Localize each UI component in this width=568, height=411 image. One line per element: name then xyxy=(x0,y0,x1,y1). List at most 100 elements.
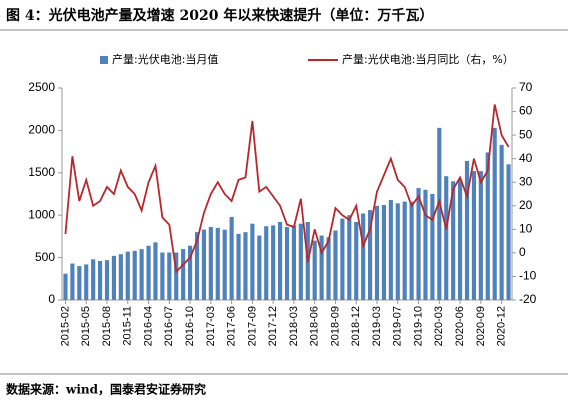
y2-tick-label: 70 xyxy=(519,80,533,94)
bar xyxy=(464,160,470,300)
bar xyxy=(118,254,123,300)
bar xyxy=(485,152,490,300)
bar xyxy=(188,245,193,300)
x-tick-label: 2020-03 xyxy=(433,306,445,346)
x-tick-label: 2017-09 xyxy=(246,306,258,346)
y-tick-label: 500 xyxy=(35,250,55,264)
y-tick-label: 1000 xyxy=(28,207,55,221)
x-tick-label: 2018-09 xyxy=(329,306,341,346)
y-tick-label: 2500 xyxy=(28,80,55,94)
bar xyxy=(222,229,227,300)
bar xyxy=(284,227,290,300)
bar xyxy=(167,252,172,300)
y-tick-label: 1500 xyxy=(28,165,55,179)
x-tick-label: 2018-06 xyxy=(309,306,321,346)
bar xyxy=(478,171,483,300)
bar xyxy=(250,223,255,300)
bar xyxy=(215,227,220,300)
bar xyxy=(174,252,179,300)
x-tick-label: 2015-02 xyxy=(59,306,71,346)
bar xyxy=(291,225,296,300)
y2-tick-label: 60 xyxy=(519,104,533,118)
bar xyxy=(111,255,116,300)
x-tick-label: 2017-03 xyxy=(205,306,217,346)
bar xyxy=(243,232,248,300)
bar xyxy=(208,227,213,300)
chart-title: 图 4：光伏电池产量及增速 2020 年以来快速提升（单位：万千瓦） xyxy=(6,7,433,24)
bar xyxy=(416,188,421,300)
x-tick-label: 2020-12 xyxy=(496,306,508,346)
y2-tick-label: 50 xyxy=(519,127,533,141)
bar xyxy=(492,127,497,300)
y2-tick-label: 40 xyxy=(519,151,533,165)
y2-tick-label: 10 xyxy=(519,222,533,236)
y2-tick-label: 20 xyxy=(519,198,533,212)
bar xyxy=(471,171,476,300)
bar xyxy=(388,199,393,300)
bar xyxy=(271,225,276,300)
bar xyxy=(153,242,158,300)
bar xyxy=(77,266,82,300)
legend-label: 产量:光伏电池:当月同比（右，%） xyxy=(342,52,514,66)
bar xyxy=(319,235,324,300)
x-tick-label: 2019-03 xyxy=(371,306,383,346)
bar xyxy=(437,127,442,300)
x-tick-label: 2017-12 xyxy=(267,306,279,346)
y2-tick-label: 0 xyxy=(519,245,526,259)
bar xyxy=(104,260,110,300)
bar xyxy=(409,201,414,300)
legend-swatch xyxy=(100,56,108,64)
bar xyxy=(194,232,200,300)
bar xyxy=(444,176,449,300)
bar xyxy=(278,221,283,300)
line xyxy=(64,104,510,274)
bar xyxy=(201,229,206,300)
x-tick-label: 2015-11 xyxy=(122,306,134,346)
source: 数据来源：wind，国泰君安证券研究 xyxy=(6,382,206,397)
bar xyxy=(458,179,463,300)
bar xyxy=(160,252,165,300)
bar xyxy=(354,221,359,300)
bar xyxy=(381,205,386,300)
bar xyxy=(63,273,68,300)
y2-tick-label: -10 xyxy=(519,269,537,283)
legend-label: 产量:光伏电池:当月值 xyxy=(112,52,218,66)
bar xyxy=(298,223,303,300)
y-tick-label: 0 xyxy=(48,292,55,306)
bar xyxy=(146,245,151,300)
bar xyxy=(70,263,75,300)
bar xyxy=(430,194,435,300)
y2-tick-label: 30 xyxy=(519,174,533,188)
bar xyxy=(368,210,373,300)
bar xyxy=(402,201,407,300)
y-tick-label: 2000 xyxy=(28,123,55,137)
bar xyxy=(91,259,96,300)
x-tick-label: 2020-09 xyxy=(475,306,487,346)
bar xyxy=(229,216,234,300)
bar xyxy=(506,164,511,300)
x-tick-label: 2017-06 xyxy=(226,306,238,346)
x-tick-label: 2019-07 xyxy=(392,306,404,346)
x-tick-label: 2016-10 xyxy=(184,306,196,346)
bar xyxy=(374,205,380,300)
bar xyxy=(139,249,144,300)
x-tick-label: 2018-12 xyxy=(350,306,362,346)
x-tick-label: 2016-07 xyxy=(163,306,175,346)
bar xyxy=(340,218,345,300)
x-tick-label: 2019-10 xyxy=(412,306,424,346)
bar xyxy=(181,249,186,300)
x-tick-label: 2018-03 xyxy=(288,306,300,346)
bar xyxy=(132,250,137,300)
x-tick-label: 2015-08 xyxy=(101,306,113,346)
x-tick-label: 2020-06 xyxy=(454,306,466,346)
bar xyxy=(395,203,400,300)
bar xyxy=(423,189,428,300)
bar xyxy=(499,144,504,300)
bar xyxy=(236,233,241,300)
bar xyxy=(347,215,352,300)
x-tick-label: 2016-04 xyxy=(142,306,154,346)
bar xyxy=(98,260,103,300)
bar xyxy=(326,237,331,300)
bar xyxy=(312,240,317,300)
